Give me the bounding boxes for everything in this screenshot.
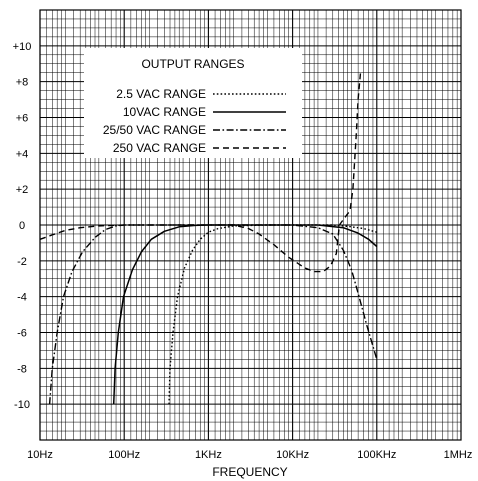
plot-frame xyxy=(39,9,462,441)
x-tick-label: 1MHz xyxy=(444,449,473,461)
x-tick-labels: 10Hz 100Hz 1KHz 10KHz 100KHz 1MHz xyxy=(27,449,472,461)
y-tick-label: -8 xyxy=(17,363,27,375)
x-axis-label: FREQUENCY xyxy=(212,465,287,479)
legend-entry-label: 250 VAC RANGE xyxy=(113,141,206,155)
y-tick-label: +4 xyxy=(16,148,29,160)
legend-entry-label: 25/50 VAC RANGE xyxy=(103,123,206,137)
x-tick-label: 10Hz xyxy=(27,449,53,461)
legend-background xyxy=(84,48,302,158)
x-tick-label: 10KHz xyxy=(276,449,309,461)
x-tick-label: 100KHz xyxy=(357,449,396,461)
y-tick-label: -6 xyxy=(17,328,27,340)
y-tick-label: 0 xyxy=(19,220,25,232)
y-tick-labels: +10 +8 +6 +4 +2 0 -2 -4 -6 -8 -10 xyxy=(13,41,32,411)
y-tick-label: +8 xyxy=(16,77,29,89)
legend-title: OUTPUT RANGES xyxy=(141,57,244,71)
series-line-4 xyxy=(39,72,362,273)
legend-entry-label: 10VAC RANGE xyxy=(123,105,206,119)
x-tick-label: 100Hz xyxy=(108,449,140,461)
legend-entry-label: 2.5 VAC RANGE xyxy=(116,87,206,101)
y-tick-label: +10 xyxy=(13,41,32,53)
legend: OUTPUT RANGES 2.5 VAC RANGE 10VAC RANGE 25… xyxy=(84,48,302,158)
series-line-1 xyxy=(168,224,377,405)
series-line-2 xyxy=(112,224,378,405)
y-tick-label: -4 xyxy=(17,292,27,304)
x-tick-label: 1KHz xyxy=(195,449,222,461)
y-tick-label: -2 xyxy=(17,256,27,268)
y-tick-label: +6 xyxy=(16,113,29,125)
series-lines xyxy=(39,72,378,405)
y-tick-label: +2 xyxy=(16,184,29,196)
y-tick-label: -10 xyxy=(14,399,30,411)
